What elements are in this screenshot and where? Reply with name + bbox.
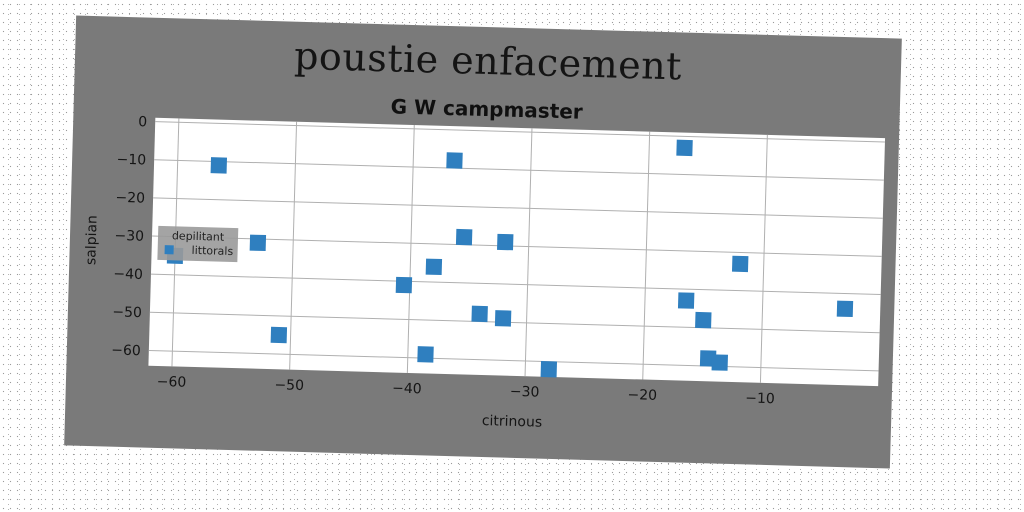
data-point: [676, 139, 693, 157]
legend-marker-icon: [164, 245, 174, 255]
data-point: [711, 354, 728, 371]
y-gridline: [148, 349, 879, 372]
y-tick-label: −60: [111, 342, 141, 359]
data-point: [677, 292, 695, 309]
y-gridline: [149, 311, 880, 334]
x-axis-label: citrinous: [482, 413, 543, 431]
legend-entry-littorals: littorals: [191, 244, 233, 258]
plot-area: [148, 117, 886, 387]
data-point: [455, 228, 473, 246]
grid: [148, 118, 885, 383]
y-tick-label: −50: [112, 304, 142, 321]
y-tick-label: −20: [115, 190, 145, 207]
y-gridline: [154, 159, 884, 181]
legend-box: [157, 225, 239, 263]
data-point: [249, 234, 267, 252]
data-point: [497, 233, 514, 251]
y-gridline: [152, 235, 882, 257]
y-tick-label: −10: [116, 152, 146, 169]
y-tick-label: −30: [114, 228, 144, 245]
data-point: [270, 326, 288, 344]
x-tick-label: −30: [510, 384, 540, 401]
data-point: [540, 361, 558, 378]
data-point: [425, 258, 443, 276]
x-tick-label: −40: [392, 381, 422, 398]
y-axis-label: salpian: [83, 215, 100, 265]
data-point: [471, 305, 488, 323]
data-point: [695, 311, 712, 329]
x-gridline: [642, 131, 651, 380]
data-point: [731, 255, 749, 273]
scatter-plot: −60 −50 −40 −30 −20 −10 0 −10 −20 −30 −40 −50 −60 ci…: [83, 114, 886, 431]
data-point: [446, 152, 463, 169]
data-points: [166, 139, 854, 378]
y-gridline: [155, 121, 885, 143]
x-gridline: [406, 125, 415, 373]
y-tick-label: −40: [113, 266, 143, 283]
data-point: [395, 276, 413, 294]
tick-labels: −60 −50 −40 −30 −20 −10 0 −10 −20 −30 −40 −50 −60: [111, 114, 775, 407]
x-tick-label: −50: [274, 377, 304, 394]
data-point: [836, 300, 854, 318]
data-point: [210, 157, 228, 174]
x-gridline: [759, 134, 768, 383]
y-tick-label: 0: [138, 114, 147, 130]
y-gridline: [150, 273, 881, 296]
data-point: [417, 346, 434, 363]
legend-title: depilitant: [172, 229, 225, 243]
y-gridline: [153, 197, 883, 219]
legend: depilitant littorals: [157, 225, 239, 263]
data-point: [494, 310, 512, 327]
x-tick-label: −20: [627, 387, 657, 404]
x-tick-label: −10: [745, 390, 775, 407]
x-gridline: [524, 128, 533, 377]
x-tick-label: −60: [157, 374, 187, 391]
x-gridline: [289, 121, 298, 370]
chart-figure: poustie enfacement G W campmaster −60 −50…: [64, 15, 902, 469]
